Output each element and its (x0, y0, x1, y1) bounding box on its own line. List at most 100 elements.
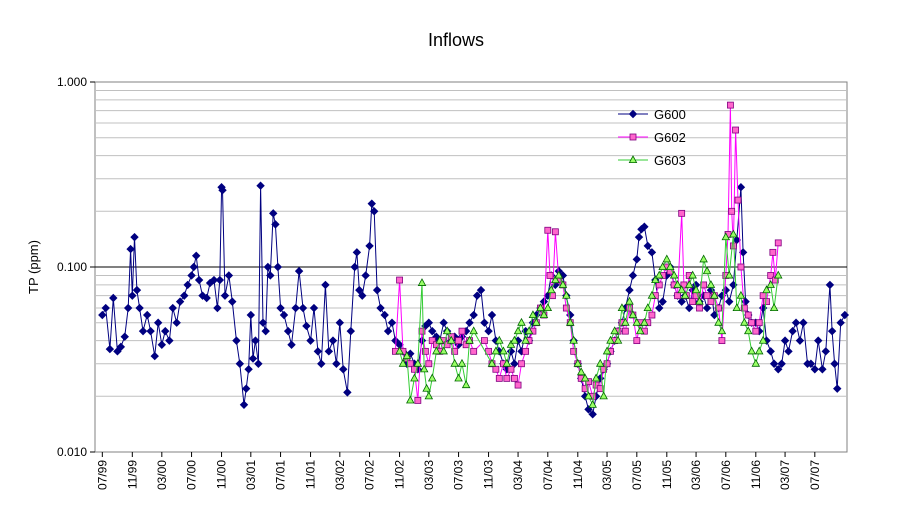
data-point (422, 383, 431, 392)
x-tick-label: 07/00 (185, 460, 199, 490)
data-point (747, 346, 756, 355)
x-tick-label: 07/07 (808, 460, 822, 490)
data-point (387, 318, 397, 327)
x-tick-label: 07/05 (630, 460, 644, 490)
data-point (150, 351, 159, 361)
data-point (189, 262, 198, 272)
data-point (640, 222, 649, 231)
data-point (439, 318, 448, 327)
data-point (806, 359, 816, 368)
data-point (684, 280, 694, 288)
data-point (774, 365, 783, 374)
data-point (767, 272, 775, 279)
data-point (263, 262, 273, 272)
y-tick-label: 1.000 (57, 75, 87, 89)
data-point (135, 303, 144, 313)
data-point (777, 359, 786, 368)
data-point (632, 255, 642, 264)
data-point (580, 373, 590, 382)
data-point (791, 318, 801, 327)
data-point (680, 290, 690, 299)
data-point (754, 346, 764, 355)
data-point (799, 318, 808, 327)
data-point (180, 291, 189, 300)
data-point (695, 296, 704, 305)
data-point (576, 367, 586, 376)
x-tick-label: 07/01 (274, 460, 288, 490)
data-point (332, 359, 341, 368)
data-point (161, 326, 170, 336)
data-point (766, 280, 775, 288)
data-point (696, 304, 703, 312)
data-point (499, 346, 508, 355)
data-point (643, 241, 652, 251)
data-point (736, 182, 746, 192)
data-point (361, 271, 370, 280)
x-tick-label: 03/06 (689, 460, 703, 490)
data-point (246, 310, 256, 320)
data-point (732, 303, 742, 312)
data-point (766, 347, 775, 356)
data-point (706, 280, 716, 288)
data-point (507, 365, 515, 373)
x-tick-label: 11/99 (125, 460, 139, 489)
data-point (539, 310, 549, 319)
data-point (321, 280, 330, 290)
data-point (724, 270, 734, 279)
data-point (343, 388, 352, 397)
data-point (419, 364, 429, 373)
data-point (469, 326, 478, 335)
data-point (153, 318, 163, 327)
data-point (551, 275, 560, 284)
data-point (640, 317, 649, 326)
data-point (209, 275, 219, 285)
data-point (740, 317, 749, 326)
data-point (495, 335, 504, 344)
data-point (294, 266, 304, 276)
data-point (702, 266, 712, 275)
data-point (725, 297, 734, 306)
data-point (759, 292, 767, 300)
data-point (458, 327, 466, 335)
y-axis-label: TP (ppm) (26, 240, 41, 294)
data-point (306, 336, 315, 345)
data-point (455, 337, 462, 345)
y-tick-label: 0.010 (57, 445, 87, 459)
data-point (146, 326, 155, 336)
data-point (543, 303, 553, 312)
x-tick-label: 03/01 (244, 460, 258, 490)
data-point (410, 373, 419, 382)
data-point (457, 358, 467, 367)
data-point (487, 358, 497, 367)
data-point (248, 354, 258, 363)
data-point (729, 229, 738, 238)
data-point (481, 337, 488, 345)
data-point (283, 326, 293, 336)
data-point (138, 326, 148, 336)
data-point (165, 336, 174, 345)
data-point (157, 340, 167, 349)
data-point (728, 207, 736, 215)
data-point (472, 291, 482, 300)
data-point (621, 327, 629, 335)
data-point (581, 385, 589, 393)
data-point (422, 347, 429, 355)
data-point (833, 384, 842, 393)
data-point (218, 186, 227, 195)
data-point (763, 298, 770, 306)
data-point (432, 346, 441, 355)
data-point (570, 347, 578, 355)
x-tick-label: 07/06 (719, 460, 733, 490)
data-point (588, 399, 597, 408)
data-point (224, 271, 234, 280)
data-point (487, 310, 497, 320)
data-point (648, 311, 656, 319)
data-point (591, 373, 601, 382)
data-point (818, 365, 827, 374)
data-point (736, 290, 746, 299)
data-point (261, 326, 270, 336)
data-point (510, 359, 519, 368)
data-point (744, 311, 752, 319)
data-point (769, 303, 779, 312)
y-tick-label: 0.100 (57, 260, 87, 274)
